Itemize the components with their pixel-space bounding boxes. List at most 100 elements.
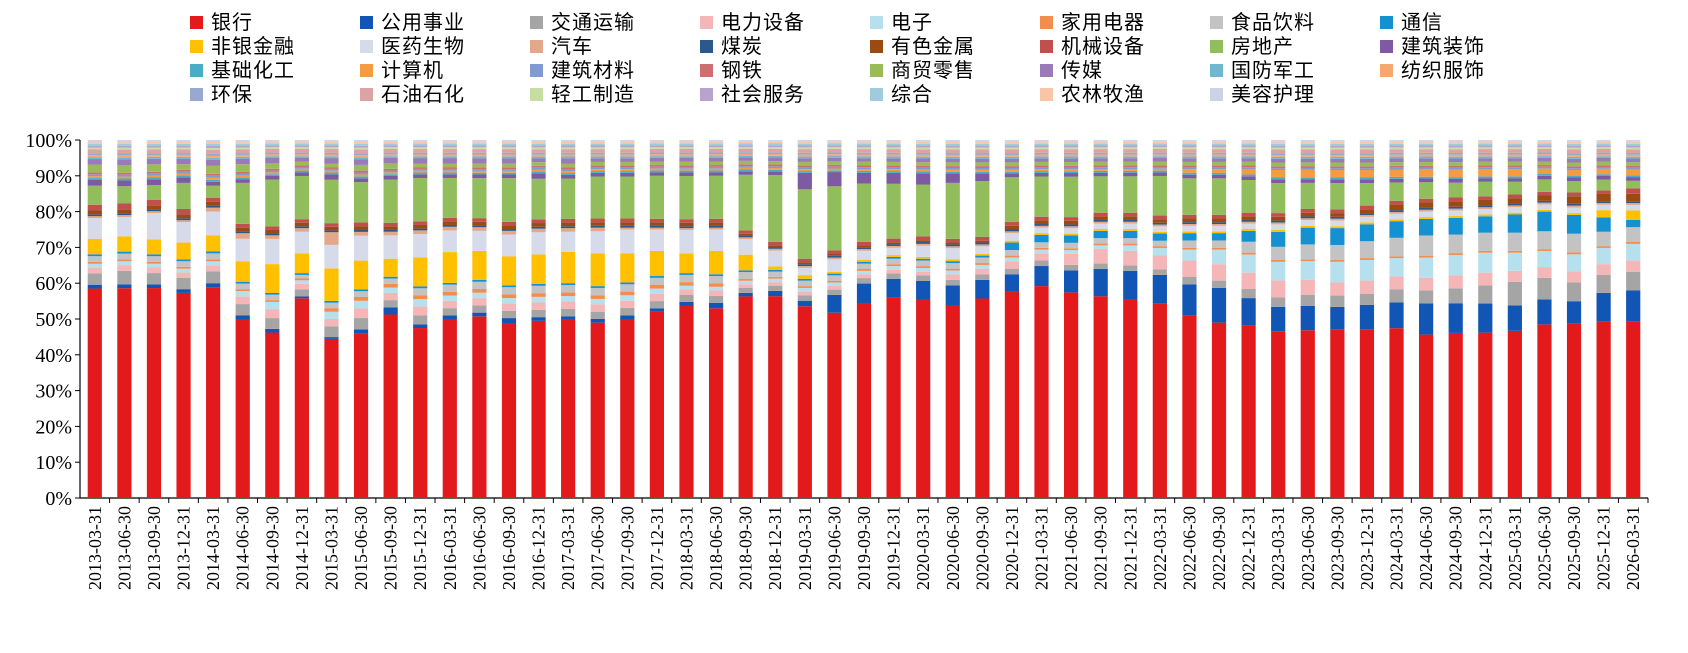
- bar-segment: [1004, 231, 1020, 234]
- bar-segment: [916, 236, 931, 241]
- bar-segment: [531, 309, 546, 318]
- bar-segment: [1034, 242, 1049, 248]
- bar-segment: [1004, 250, 1020, 256]
- bar-segment: [1626, 140, 1641, 142]
- bar-segment: [1271, 259, 1286, 262]
- bar-segment: [383, 276, 398, 279]
- bar-segment: [1478, 285, 1493, 304]
- bar-segment: [1596, 157, 1611, 162]
- bar-segment: [1063, 165, 1079, 168]
- bar-segment: [827, 147, 842, 149]
- bar-segment: [1359, 222, 1375, 225]
- bar-segment: [1626, 219, 1641, 228]
- bar-segment: [649, 140, 665, 142]
- legend-item: 家用电器: [1040, 10, 1145, 34]
- bar-segment: [1271, 141, 1286, 144]
- bar-segment: [620, 171, 635, 173]
- bar-segment: [1389, 213, 1404, 220]
- bar-segment: [827, 294, 842, 313]
- bar-segment: [1063, 140, 1079, 142]
- bar-segment: [265, 140, 280, 142]
- bar-stack: [768, 140, 783, 498]
- bar-segment: [1596, 193, 1611, 202]
- bar-segment: [738, 233, 753, 236]
- bar-segment: [117, 178, 132, 181]
- bar-segment: [1182, 214, 1197, 219]
- bar-segment: [324, 179, 339, 224]
- bar-segment: [176, 158, 191, 165]
- bar-segment: [501, 169, 517, 171]
- bar-segment: [1448, 201, 1463, 207]
- bar-segment: [945, 244, 960, 247]
- bar-segment: [590, 286, 605, 288]
- legend-item: 交通运输: [530, 10, 635, 34]
- bar-segment: [1359, 149, 1375, 154]
- bar-segment: [1152, 246, 1167, 248]
- bar-segment: [531, 228, 546, 233]
- bar-segment: [561, 228, 576, 232]
- bar-segment: [679, 273, 694, 275]
- bar-segment: [1419, 158, 1434, 163]
- bar-segment: [146, 267, 162, 274]
- bar-segment: [1211, 172, 1227, 175]
- bar-segment: [117, 265, 132, 271]
- bar-segment: [1359, 209, 1375, 214]
- legend-swatch: [530, 39, 543, 53]
- bar-segment: [1330, 153, 1345, 155]
- bar-segment: [1389, 176, 1404, 179]
- bar-segment: [561, 145, 576, 148]
- bar-segment: [442, 282, 457, 285]
- legend-item: 电子: [870, 10, 933, 34]
- bar-segment: [235, 182, 250, 224]
- bar-segment: [797, 158, 812, 162]
- x-tick-label: 2013-12-31: [174, 506, 194, 590]
- bar-segment: [265, 264, 280, 293]
- bar-segment: [945, 158, 960, 163]
- legend-item: 轻工制造: [530, 82, 635, 106]
- bar-segment: [206, 157, 221, 160]
- bar-segment: [472, 141, 487, 144]
- bar-segment: [1389, 210, 1404, 212]
- bar-segment: [1507, 165, 1522, 168]
- bar-segment: [383, 258, 398, 277]
- bar-segment: [1182, 161, 1197, 166]
- bar-segment: [738, 169, 753, 172]
- bar-segment: [442, 149, 457, 153]
- x-tick-label: 2018-03-31: [676, 506, 696, 590]
- bar-segment: [708, 152, 724, 155]
- bar-segment: [1478, 141, 1493, 144]
- bar-segment: [590, 231, 605, 254]
- bar-segment: [1004, 143, 1020, 146]
- legend-swatch: [530, 15, 543, 29]
- legend-item: 钢铁: [700, 58, 763, 82]
- bar-segment: [1478, 154, 1493, 157]
- bar-segment: [1626, 147, 1641, 150]
- legend-swatch: [190, 15, 203, 29]
- x-tick-label: 2021-03-31: [1032, 506, 1052, 590]
- bar-segment: [1182, 233, 1197, 241]
- bar-segment: [1626, 169, 1641, 176]
- bar-segment: [1034, 224, 1049, 226]
- bar-segment: [561, 143, 576, 146]
- bar-segment: [1034, 141, 1049, 144]
- bar-segment: [1152, 175, 1167, 216]
- bar-segment: [1566, 162, 1582, 167]
- bar-segment: [1596, 140, 1611, 142]
- bar-segment: [768, 152, 783, 155]
- bar-segment: [1448, 206, 1463, 209]
- bar-segment: [531, 317, 546, 321]
- bar-segment: [708, 141, 724, 144]
- bar-segment: [87, 178, 102, 180]
- bar-segment: [916, 141, 931, 144]
- bar-segment: [945, 153, 960, 155]
- legend-label: 电力设备: [721, 10, 805, 34]
- bar-segment: [1359, 156, 1375, 159]
- bar-segment: [886, 278, 901, 298]
- bar-segment: [1063, 264, 1079, 271]
- bar-segment: [975, 242, 990, 245]
- bar-segment: [856, 274, 872, 279]
- bar-segment: [649, 148, 665, 153]
- bar-segment: [1330, 259, 1345, 262]
- bar-segment: [1271, 222, 1286, 225]
- bar-segment: [265, 294, 280, 301]
